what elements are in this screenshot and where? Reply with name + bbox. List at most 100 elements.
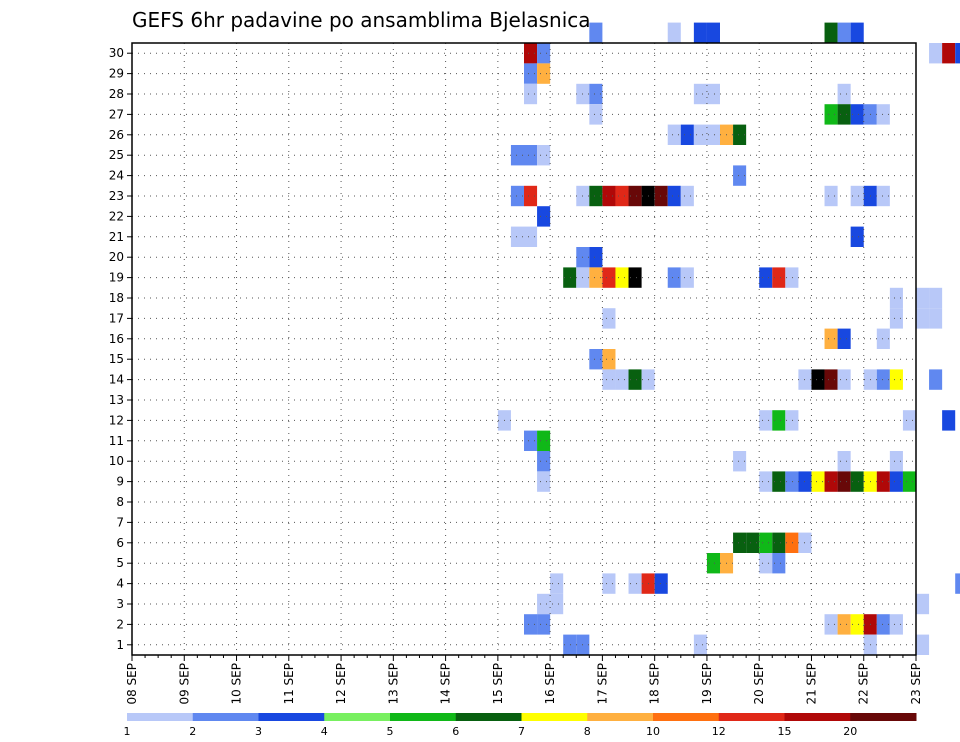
heatmap-cell	[837, 614, 851, 635]
y-tick-label: 1	[116, 638, 124, 652]
heatmap-cell	[563, 634, 577, 655]
x-tick-label: 12 SEP	[334, 663, 348, 705]
heatmap-cell	[706, 22, 720, 43]
heatmap-cell	[876, 185, 890, 207]
heatmap-cell	[524, 226, 538, 247]
heatmap-cell	[759, 471, 773, 492]
heatmap-cell	[706, 83, 720, 105]
heatmap-cell	[733, 451, 747, 472]
y-tick-label: 2	[116, 617, 124, 631]
heatmap-cell	[602, 573, 616, 594]
heatmap-cell	[850, 104, 864, 125]
heatmap-cell	[589, 267, 603, 288]
y-tick-label: 13	[109, 393, 124, 407]
heatmap-cell	[889, 451, 903, 472]
legend-swatch	[324, 713, 391, 721]
y-tick-label: 22	[109, 209, 124, 223]
heatmap-cell	[628, 267, 642, 288]
heatmap-cell	[510, 226, 524, 247]
legend-label: 12	[712, 725, 726, 738]
heatmap-cell	[524, 145, 538, 166]
heatmap-cell	[524, 43, 538, 64]
heatmap-cell	[916, 593, 930, 615]
y-tick-label: 11	[109, 434, 124, 448]
heatmap-cell	[916, 287, 930, 309]
heatmap-cell	[850, 226, 864, 247]
heatmap-cell	[524, 63, 538, 84]
legend-label: 5	[387, 725, 394, 738]
x-tick-label: 08 SEP	[125, 663, 139, 705]
heatmap-cell	[785, 532, 799, 553]
heatmap-cell	[733, 165, 747, 186]
heatmap-cell	[537, 206, 551, 227]
y-tick-label: 3	[116, 597, 124, 611]
heatmap-cell	[524, 614, 538, 635]
y-tick-label: 19	[109, 271, 124, 285]
heatmap-cell	[876, 104, 890, 125]
heatmap-cell	[889, 308, 903, 329]
heatmap-cell	[902, 410, 916, 431]
y-tick-label: 20	[109, 250, 124, 264]
legend-swatch	[455, 713, 522, 721]
heatmap-cells	[497, 22, 960, 655]
legend-swatch	[521, 713, 588, 721]
heatmap-cell	[693, 22, 707, 43]
legend-swatch	[390, 713, 457, 721]
heatmap-cell	[667, 22, 681, 43]
x-tick-label: 14 SEP	[439, 663, 453, 705]
y-tick-label: 4	[116, 577, 124, 591]
legend-label: 4	[321, 725, 328, 738]
heatmap-cell	[602, 349, 616, 370]
heatmap-cell	[876, 614, 890, 635]
heatmap-cell	[850, 471, 864, 492]
heatmap-cell	[654, 185, 668, 207]
heatmap-cell	[772, 532, 786, 553]
heatmap-cell	[693, 634, 707, 655]
heatmap-cell	[811, 369, 825, 390]
heatmap-cell	[850, 185, 864, 207]
x-tick-label: 11 SEP	[282, 663, 296, 705]
heatmap-cell	[589, 22, 603, 43]
y-tick-label: 9	[116, 475, 124, 489]
legend-swatch	[784, 713, 851, 721]
legend-label: 6	[452, 725, 459, 738]
heatmap-cell	[785, 410, 799, 431]
legend-label: 20	[843, 725, 857, 738]
x-tick-label: 10 SEP	[230, 663, 244, 705]
legend-label: 8	[584, 725, 591, 738]
heatmap-cell	[537, 451, 551, 472]
heatmap-cell	[772, 471, 786, 492]
heatmap-cell	[615, 369, 629, 390]
heatmap-cell	[824, 328, 838, 349]
heatmap-cell	[589, 247, 603, 268]
heatmap-cell	[929, 43, 943, 64]
heatmap-cell	[929, 287, 943, 309]
heatmap-cell	[667, 124, 681, 145]
heatmap-cell	[706, 124, 720, 145]
heatmap-cell	[837, 22, 851, 43]
heatmap-cell	[746, 532, 760, 553]
heatmap-cell	[837, 328, 851, 349]
chart-title: GEFS 6hr padavine po ansamblima Bjelasni…	[132, 8, 591, 32]
heatmap-cell	[563, 267, 577, 288]
heatmap-cell	[602, 267, 616, 288]
legend-swatch	[653, 713, 720, 721]
heatmap-cell	[733, 532, 747, 553]
legend-swatch	[850, 713, 917, 721]
heatmap-cell	[837, 104, 851, 125]
heatmap-cell	[524, 430, 538, 451]
heatmap-cell	[615, 267, 629, 288]
heatmap-cell	[510, 145, 524, 166]
legend-swatch	[192, 713, 259, 721]
legend-label: 2	[189, 725, 196, 738]
heatmap-cell	[837, 83, 851, 105]
heatmap-cell	[537, 63, 551, 84]
heatmap-cell	[889, 614, 903, 635]
y-tick-label: 25	[109, 148, 124, 162]
heatmap-cell	[876, 369, 890, 390]
x-tick-label: 23 SEP	[909, 663, 923, 705]
heatmap-cell	[889, 471, 903, 492]
heatmap-cell	[537, 614, 551, 635]
heatmap-cell	[824, 369, 838, 390]
